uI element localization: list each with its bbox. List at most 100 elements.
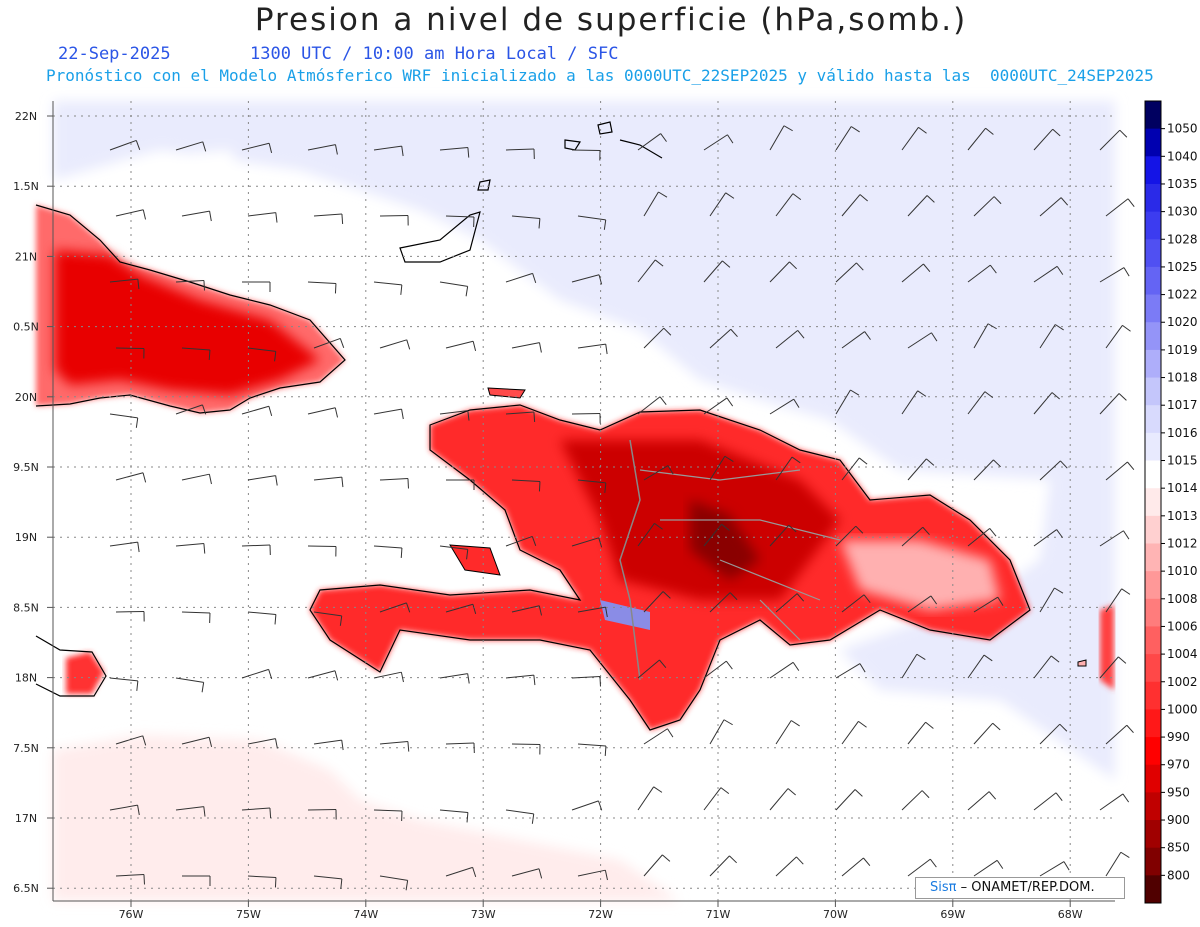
colorbar-segment bbox=[1145, 322, 1161, 351]
colorbar-label: 1002 bbox=[1167, 675, 1198, 689]
lat-label: 7.5N bbox=[13, 742, 39, 755]
wind-barb bbox=[901, 526, 930, 547]
colorbar-label: 1030 bbox=[1167, 205, 1198, 219]
wind-barb bbox=[571, 149, 601, 161]
wind-barb bbox=[577, 743, 607, 756]
lon-label: 68W bbox=[1058, 908, 1083, 921]
wind-barb bbox=[769, 125, 793, 151]
wind-barb bbox=[1033, 128, 1061, 151]
wind-barb bbox=[115, 735, 147, 746]
lon-label: 70W bbox=[823, 908, 848, 921]
wind-barb bbox=[175, 280, 205, 291]
date-label: 22-Sep-2025 bbox=[58, 44, 171, 64]
colorbar-segment bbox=[1145, 571, 1161, 600]
colorbar-label: 850 bbox=[1167, 841, 1190, 855]
wind-barb bbox=[907, 721, 934, 745]
wind-barb bbox=[379, 215, 409, 226]
wind-barb bbox=[175, 141, 207, 152]
wind-barb bbox=[835, 663, 866, 679]
wind-barb bbox=[841, 331, 871, 349]
colorbar-label: 1018 bbox=[1167, 371, 1198, 385]
hispaniola-landmass bbox=[309, 387, 1087, 731]
wind-barb bbox=[973, 459, 1001, 481]
wind-barb bbox=[967, 264, 997, 283]
wind-barb bbox=[1039, 723, 1068, 745]
wind-barb bbox=[835, 389, 860, 415]
wind-barb bbox=[505, 148, 535, 160]
colorbar-segment bbox=[1145, 488, 1161, 517]
wind-barb bbox=[643, 591, 671, 613]
lat-label: 0.5N bbox=[13, 321, 39, 334]
wind-barb bbox=[1039, 587, 1064, 613]
colorbar-segment bbox=[1145, 792, 1161, 821]
wind-barb bbox=[637, 133, 667, 151]
wind-barb bbox=[1033, 265, 1064, 283]
colorbar-segment bbox=[1145, 405, 1161, 434]
colorbar-segment bbox=[1145, 266, 1161, 296]
lat-label: 8.5N bbox=[13, 601, 39, 614]
wind-barb bbox=[505, 272, 537, 284]
wind-barb bbox=[973, 196, 1002, 217]
wind-barb bbox=[115, 874, 145, 885]
wind-barb bbox=[313, 739, 344, 751]
wind-barb bbox=[511, 743, 541, 755]
wind-barb bbox=[841, 594, 871, 613]
wind-barb bbox=[307, 545, 337, 557]
wind-barb bbox=[775, 329, 805, 349]
wind-barb bbox=[643, 728, 674, 745]
colorbar-segment bbox=[1145, 460, 1161, 489]
wind-barb bbox=[643, 854, 671, 877]
wind-barb bbox=[439, 410, 470, 421]
wind-barb bbox=[571, 413, 601, 424]
wind-barb bbox=[973, 323, 997, 349]
colorbar-segment bbox=[1145, 681, 1161, 710]
wind-barb bbox=[703, 397, 734, 415]
wind-barb bbox=[1033, 529, 1063, 547]
wind-barb bbox=[109, 413, 139, 428]
lon-label: 74W bbox=[353, 908, 378, 921]
colorbar-label: 1015 bbox=[1167, 454, 1198, 468]
wind-barb bbox=[445, 603, 477, 615]
colorbar-segment bbox=[1145, 515, 1161, 544]
colorbar-label: 1016 bbox=[1167, 426, 1198, 440]
wind-barb bbox=[115, 472, 147, 483]
lat-label: 17N bbox=[15, 812, 37, 825]
wind-barb bbox=[1039, 324, 1064, 349]
wind-barb bbox=[1105, 851, 1130, 877]
wind-barb bbox=[373, 408, 404, 420]
wind-barb bbox=[109, 541, 140, 553]
wind-barb bbox=[115, 347, 145, 359]
wind-barb bbox=[1105, 588, 1131, 613]
wind-barb bbox=[577, 343, 608, 355]
wind-barb bbox=[247, 347, 277, 362]
lon-label: 73W bbox=[471, 908, 496, 921]
lat-label: 18N bbox=[15, 672, 37, 685]
wind-barb bbox=[1039, 460, 1068, 481]
credit-org: – ONAMET/REP.DOM. bbox=[956, 880, 1095, 895]
colorbar-segment bbox=[1145, 349, 1161, 379]
wind-barb bbox=[901, 126, 927, 151]
wind-barb bbox=[703, 660, 733, 679]
wind-barb bbox=[175, 404, 207, 415]
wind-barb bbox=[511, 605, 543, 616]
wind-barb bbox=[379, 478, 409, 489]
wind-barb bbox=[307, 281, 337, 294]
cuba-landmass bbox=[35, 204, 346, 414]
lon-label: 69W bbox=[940, 908, 965, 921]
lat-label: 22N bbox=[15, 110, 37, 123]
colorbar-label: 1017 bbox=[1167, 398, 1198, 412]
wind-barb bbox=[703, 134, 734, 151]
lat-label: 1.5N bbox=[13, 180, 39, 193]
wind-barb bbox=[115, 209, 147, 220]
wind-barb bbox=[967, 391, 994, 415]
wind-barb bbox=[835, 262, 864, 283]
wind-barb bbox=[439, 545, 469, 560]
wind-barb bbox=[637, 259, 664, 283]
wind-barb bbox=[445, 215, 475, 227]
latitude-labels: 22N 1.5N 21N 0.5N 20N 9.5N 19N 8.5N 18N 7.5N 17N 6.… bbox=[13, 110, 53, 895]
colorbar-segment bbox=[1145, 128, 1161, 157]
wind-barb bbox=[373, 545, 403, 558]
wind-barb bbox=[181, 347, 211, 360]
colorbar-segment bbox=[1145, 847, 1161, 876]
credit-box: Sisπ – ONAMET/REP.DOM. bbox=[915, 877, 1125, 899]
